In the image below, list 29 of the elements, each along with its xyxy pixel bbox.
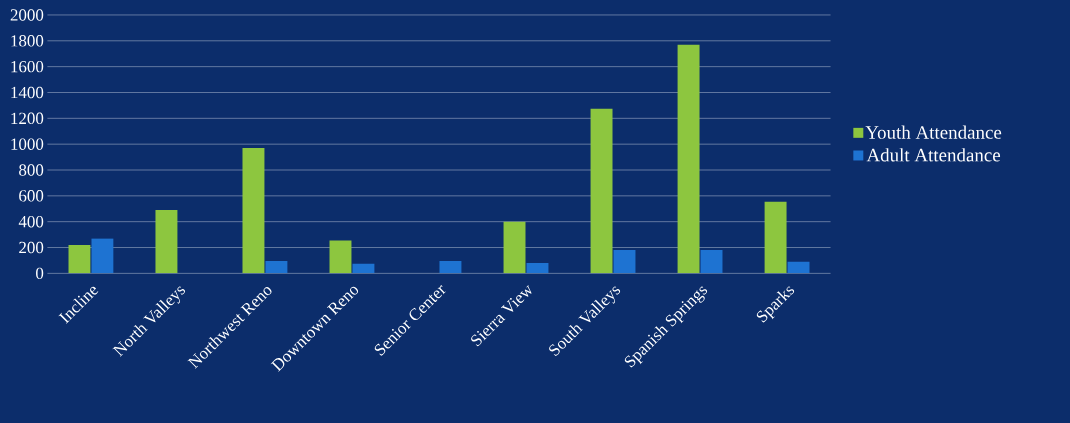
y-tick-label: 1800 (11, 35, 44, 47)
y-tick-label: 1600 (11, 60, 44, 73)
bar (91, 238, 114, 274)
bar (242, 148, 265, 274)
bar (265, 261, 288, 274)
bar (352, 263, 375, 274)
bar (503, 221, 526, 274)
bar (700, 250, 723, 274)
legend-label: Adult Attendance (866, 148, 1001, 162)
y-tick-label: 1200 (11, 112, 44, 125)
y-tick-label: 2000 (10, 9, 44, 21)
bar (526, 263, 549, 274)
y-tick-label: 1400 (11, 86, 44, 99)
y-tick-label: 800 (19, 164, 44, 176)
y-tick-label: 1000 (11, 138, 44, 150)
bar (439, 261, 462, 274)
bar (613, 250, 636, 274)
y-tick-label: 600 (19, 190, 44, 202)
y-tick-label: 0 (36, 267, 44, 280)
y-tick-label: 200 (19, 241, 44, 254)
bar (68, 244, 91, 274)
bar (764, 201, 787, 274)
y-tick-label: 400 (18, 215, 44, 228)
bar (677, 44, 700, 274)
bar (590, 108, 613, 274)
bar (329, 240, 352, 274)
legend-label: Youth Attendance (865, 125, 1002, 139)
bar (155, 210, 178, 274)
bar (787, 261, 810, 274)
